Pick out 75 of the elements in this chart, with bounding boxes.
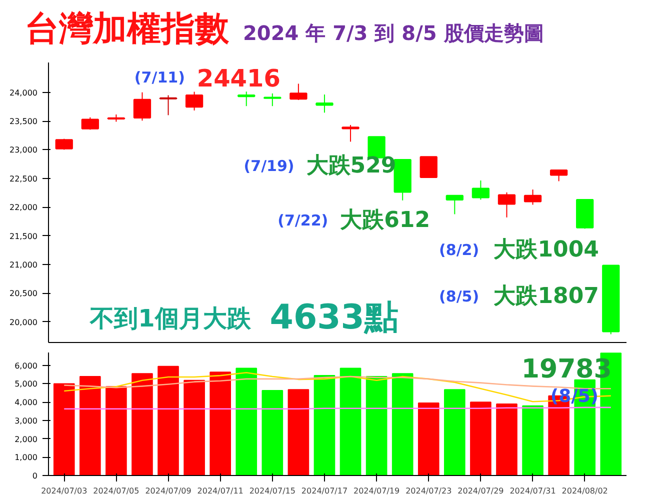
y-tick-label: 1,000	[14, 453, 38, 462]
x-tick-label: 2024/07/03	[41, 486, 88, 496]
candlestick	[290, 83, 308, 100]
y-tick-label: 24,000	[10, 88, 38, 98]
annotation: 4633點	[270, 297, 398, 338]
x-tick-label: 2024/07/11	[197, 486, 244, 496]
bar	[158, 366, 179, 476]
y-tick-label: 22,500	[10, 174, 38, 184]
bar	[366, 376, 388, 476]
candlestick	[524, 189, 542, 206]
candlestick	[342, 124, 360, 142]
bar	[106, 386, 127, 476]
y-tick-label: 20,000	[10, 318, 38, 327]
bar	[496, 403, 518, 476]
candlestick	[185, 91, 204, 111]
y-tick-label: 6,000	[14, 361, 38, 370]
y-tick-label: 2,000	[14, 434, 38, 444]
y-tick-label: 21,500	[10, 232, 38, 241]
candlestick	[264, 92, 282, 107]
candlestick	[420, 156, 438, 178]
candlestick	[550, 170, 568, 182]
bar	[340, 368, 362, 476]
y-tick-label: 4,000	[14, 398, 38, 408]
bar	[262, 390, 284, 476]
annotation: (8/5)	[439, 288, 480, 306]
y-tick-label: 22,000	[10, 203, 38, 212]
bar	[392, 373, 414, 476]
annotation: 大跌1807	[494, 284, 599, 310]
x-tick-label: 2024/07/19	[354, 486, 400, 496]
y-tick-label: 5,000	[14, 380, 38, 389]
bar	[53, 383, 75, 476]
annotation: 大跌612	[340, 208, 430, 234]
x-tick-label: 2024/08/02	[562, 486, 608, 496]
candlestick	[316, 94, 334, 114]
x-tick-label: 2024/07/15	[249, 486, 296, 496]
candlestick	[81, 116, 99, 130]
candlestick	[238, 91, 256, 107]
candlestick	[446, 194, 464, 215]
bar	[418, 402, 440, 476]
y-tick-label: 21,000	[10, 260, 38, 270]
y-tick-label: 23,500	[10, 117, 38, 126]
bar	[522, 405, 544, 476]
x-tick-label: 2024/07/23	[406, 486, 452, 496]
annotation: (7/22)	[278, 212, 328, 230]
x-tick-label: 2024/07/31	[510, 486, 556, 496]
y-tick-label: 20,500	[10, 289, 38, 298]
candlestick	[159, 94, 178, 116]
x-tick-label: 2024/07/05	[93, 486, 140, 496]
candlestick	[498, 192, 516, 218]
candlestick	[133, 92, 152, 122]
x-tick-label: 2024/07/09	[145, 486, 192, 496]
annotation: 不到1個月大跌	[89, 304, 252, 332]
bar	[288, 389, 310, 476]
bar	[210, 372, 231, 476]
bar	[470, 402, 492, 476]
bar	[314, 375, 336, 476]
annotation: (8/2)	[439, 240, 480, 259]
y-tick-label: 23,000	[10, 146, 38, 155]
bar	[184, 380, 205, 476]
annotation: (7/19)	[244, 157, 294, 176]
annotation: 24416	[196, 64, 280, 92]
bar	[132, 373, 153, 476]
annotation: (7/11)	[134, 68, 185, 86]
chart-title: 台灣加權指數	[25, 9, 229, 49]
x-tick-label: 2024/07/17	[301, 486, 348, 496]
annotation: (8/5)	[550, 386, 598, 408]
candlestick	[472, 180, 490, 200]
bar	[80, 376, 101, 476]
chart-subtitle: 2024 年 7/3 到 8/5 股價走勢圖	[243, 21, 544, 45]
annotation: 大跌1004	[494, 237, 599, 262]
y-tick-label: 0	[32, 472, 38, 480]
y-tick-label: 3,000	[14, 416, 38, 426]
x-tick-label: 2024/07/29	[458, 486, 504, 496]
bar	[444, 389, 466, 476]
bar	[236, 368, 258, 476]
